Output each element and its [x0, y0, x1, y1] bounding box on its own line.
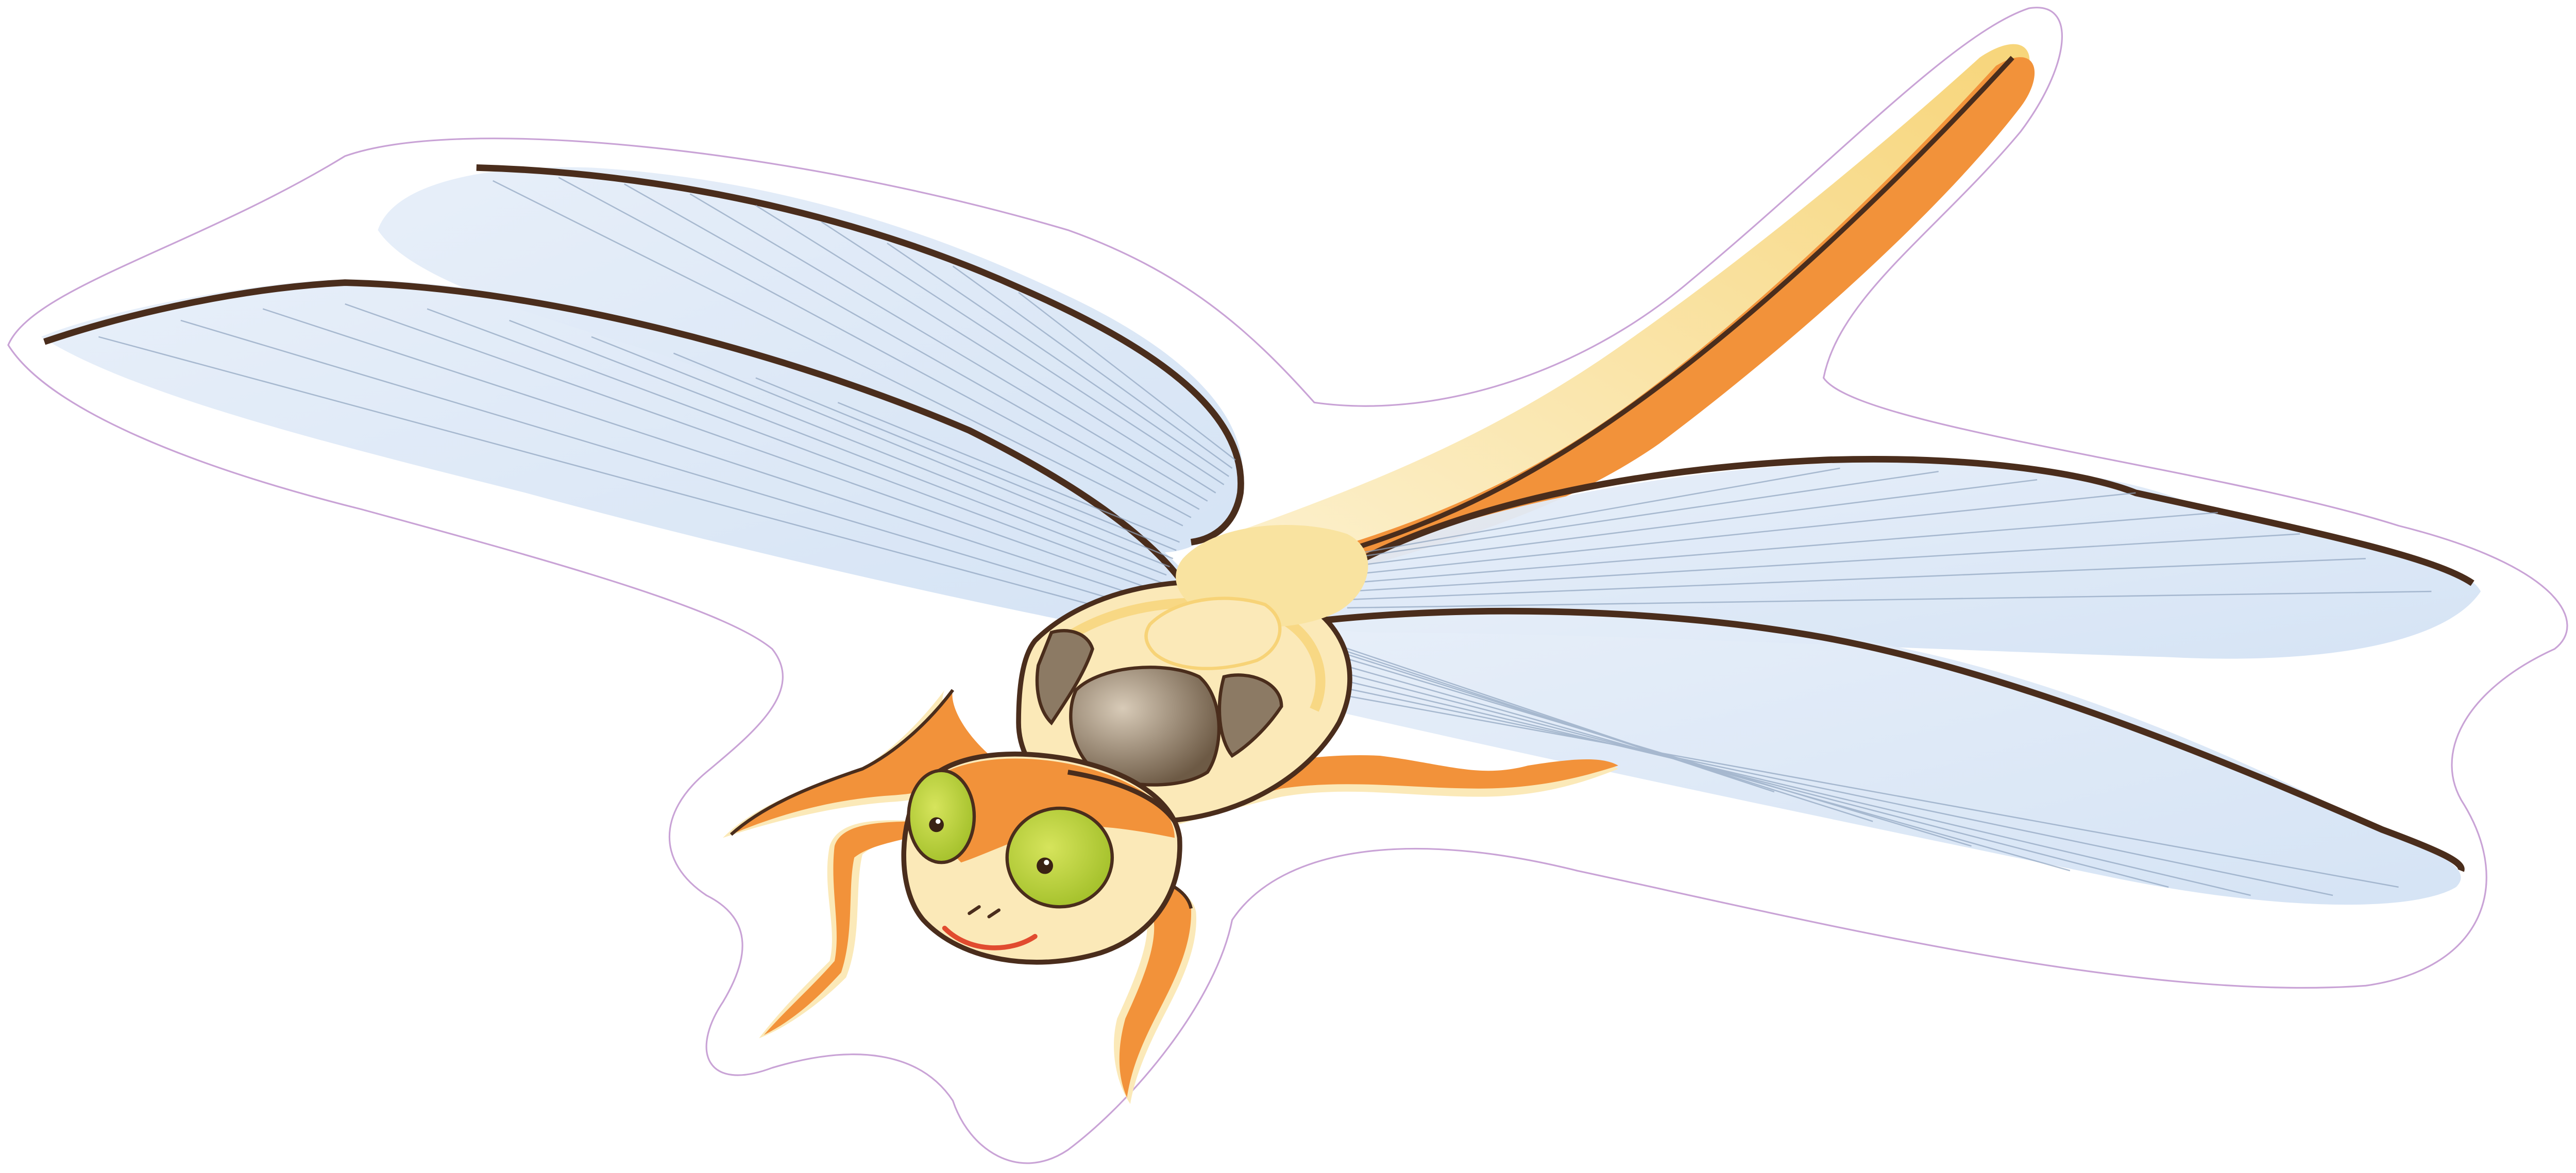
mouth	[942, 925, 1038, 950]
right-lower-wing	[1239, 607, 2465, 905]
thorax-spot	[1069, 666, 1221, 787]
dragonfly-head	[901, 752, 1182, 965]
left-lower-wing	[41, 279, 1199, 627]
left-upper-wing	[378, 164, 1244, 553]
right-eye-icon	[1005, 806, 1114, 909]
dragonfly-thorax	[1016, 525, 1368, 824]
dragonfly-tail	[1207, 44, 2035, 567]
left-eye-icon	[907, 769, 976, 864]
